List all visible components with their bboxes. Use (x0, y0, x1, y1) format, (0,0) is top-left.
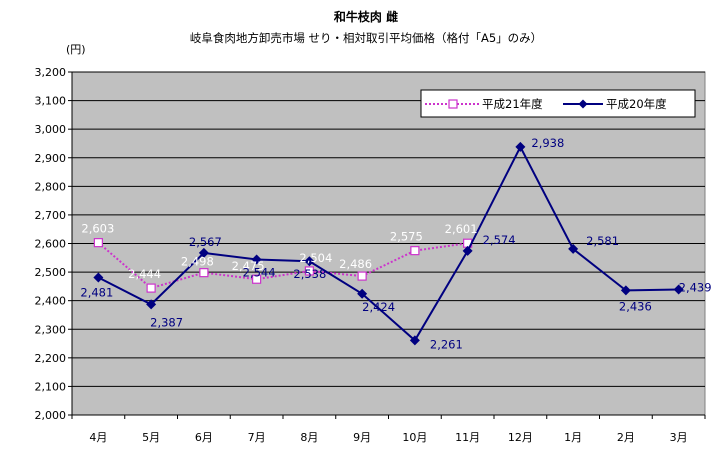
y-tick-label: 3,200 (35, 66, 67, 79)
data-label-series-2: 2,439 (679, 281, 712, 295)
y-axis-ticks: 2,000 2,100 2,200 2,300 2,400 2,500 2,600 2,700… (35, 66, 72, 422)
data-label-series-2: 2,938 (531, 136, 564, 150)
y-tick-label: 2,000 (35, 409, 67, 422)
data-label-series-2: 2,574 (483, 233, 516, 247)
data-point-series-2 (409, 335, 420, 346)
data-point-series-2 (462, 245, 473, 256)
legend-label-series-1: 平成21年度 (482, 97, 543, 111)
x-tick-label: 2月 (617, 431, 635, 444)
data-point-series-2 (251, 254, 262, 265)
x-tick-label: 6月 (195, 431, 213, 444)
data-point-series-1 (93, 238, 103, 248)
data-point-series-1 (252, 274, 262, 284)
data-point-series-2 (198, 247, 209, 258)
legend-marker-series-2 (578, 99, 588, 109)
x-tick-label: 9月 (353, 431, 371, 444)
x-tick-label: 3月 (670, 431, 688, 444)
y-tick-label: 3,100 (35, 95, 67, 108)
series-line-1 (97, 241, 468, 290)
data-label-series-2: 2,387 (150, 315, 183, 329)
series-layer (93, 141, 684, 346)
x-tick-label: 7月 (248, 431, 266, 444)
data-label-series-1: 2,475 (232, 259, 265, 273)
y-tick-label: 2,700 (35, 209, 67, 222)
legend: 平成21年度 平成20年度 (420, 89, 696, 118)
data-point-series-2 (304, 256, 315, 267)
data-label-series-2: 2,436 (619, 299, 652, 313)
data-point-series-2 (568, 243, 579, 254)
legend-marker-series-1 (448, 99, 458, 109)
data-point-series-2 (673, 284, 684, 295)
data-point-series-2 (93, 272, 104, 283)
data-label-series-1: 2,504 (299, 251, 332, 265)
data-point-series-1 (304, 266, 314, 276)
data-point-series-2 (515, 141, 526, 152)
chart-title: 和牛枝肉 雌 (333, 9, 398, 24)
data-label-series-2: 2,581 (586, 234, 619, 248)
data-point-series-2 (357, 288, 368, 299)
x-tick-label: 8月 (300, 431, 318, 444)
data-label-series-2: 2,538 (293, 267, 326, 281)
data-point-series-1 (410, 246, 420, 256)
data-label-series-2: 2,481 (80, 286, 113, 300)
data-label-series-1: 2,575 (390, 230, 423, 244)
data-point-series-1 (146, 283, 156, 293)
x-tick-label: 5月 (142, 431, 160, 444)
data-label-series-1: 2,603 (81, 222, 114, 236)
data-label-series-2: 2,424 (362, 300, 395, 314)
y-tick-label: 3,000 (35, 123, 67, 136)
data-label-series-1: 2,498 (181, 255, 214, 269)
data-label-series-2: 2,567 (189, 235, 222, 249)
x-tick-label: 1月 (564, 431, 582, 444)
y-tick-label: 2,400 (35, 295, 67, 308)
data-point-series-2 (146, 299, 157, 310)
data-label-series-1: 2,601 (445, 222, 478, 236)
x-axis-ticks: 4月 5月 6月 7月 8月 9月 10月 11月 12月 1月 2月 3月 (71, 72, 706, 444)
x-tick-label: 10月 (402, 431, 427, 444)
data-label-series-1: 2,486 (339, 257, 372, 271)
data-label-series-2: 2,544 (243, 266, 276, 280)
y-tick-label: 2,100 (35, 380, 67, 393)
data-point-series-1 (199, 268, 209, 278)
x-tick-label: 12月 (508, 431, 533, 444)
data-point-series-2 (620, 285, 631, 296)
y-tick-label: 2,300 (35, 323, 67, 336)
data-point-series-1 (357, 271, 367, 281)
y-tick-label: 2,600 (35, 238, 67, 251)
chart-subtitle: 岐阜食肉地方卸売市場 せり・相対取引平均価格（格付「A5」のみ） (190, 31, 542, 45)
x-tick-label: 4月 (89, 431, 107, 444)
y-tick-label: 2,900 (35, 152, 67, 165)
x-tick-label: 11月 (455, 431, 480, 444)
data-labels: 2,603 2,444 2,498 2,475 2,504 2,486 2,575 2,601… (80, 136, 711, 352)
series-line-2 (97, 144, 679, 342)
data-label-series-2: 2,261 (430, 337, 463, 351)
y-tick-label: 2,500 (35, 266, 67, 279)
y-tick-label: 2,200 (35, 352, 67, 365)
y-tick-label: 2,800 (35, 180, 67, 193)
legend-label-series-2: 平成20年度 (606, 97, 667, 111)
data-label-series-1: 2,444 (128, 267, 161, 281)
y-axis-unit: (円) (66, 43, 86, 56)
